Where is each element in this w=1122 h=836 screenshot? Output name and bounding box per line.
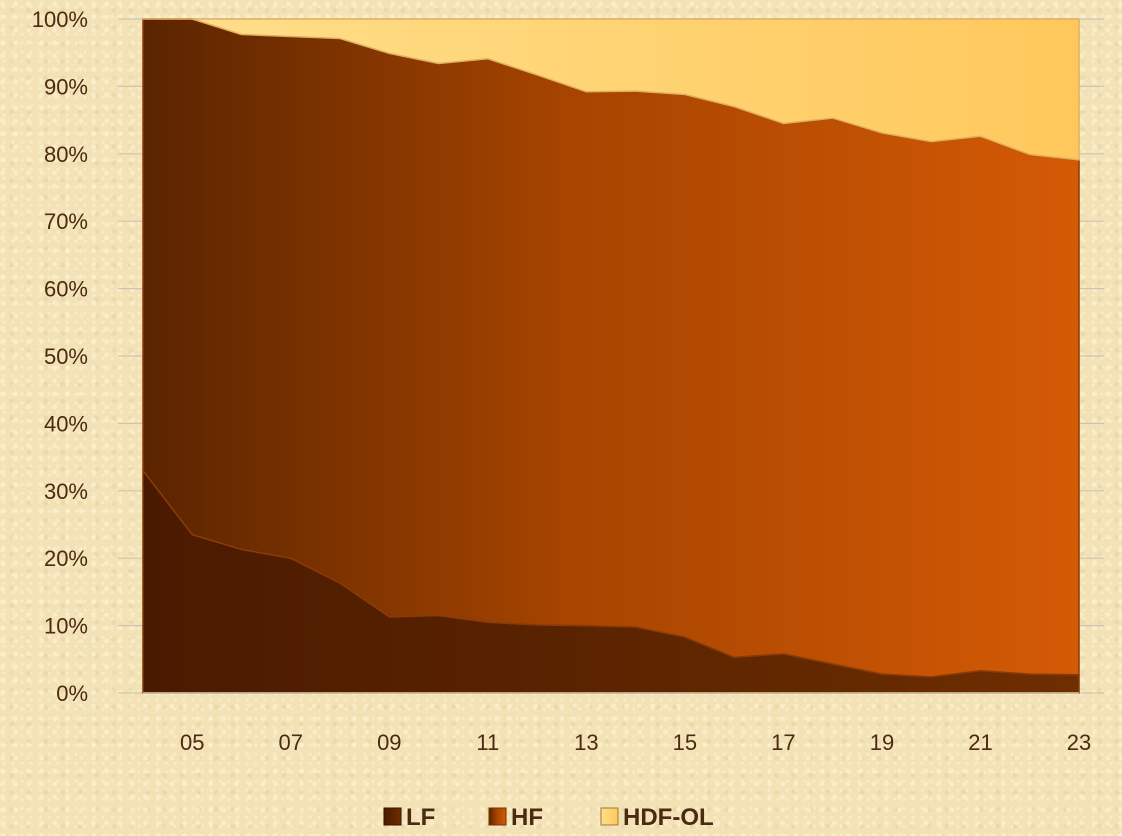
legend-label-hdf-ol: HDF-OL <box>623 804 714 831</box>
x-tick-label-05: 05 <box>180 730 204 755</box>
legend: LF HF HDF-OL <box>383 804 714 831</box>
legend-swatch-hf <box>488 807 507 826</box>
y-tick-label-0%: 0% <box>56 681 88 706</box>
series-areas <box>142 18 1080 694</box>
y-tick-label-50%: 50% <box>44 344 88 369</box>
y-tick-label-20%: 20% <box>44 546 88 571</box>
legend-swatch-lf <box>383 807 402 826</box>
y-tick-label-30%: 30% <box>44 479 88 504</box>
y-tick-label-90%: 90% <box>44 74 88 99</box>
y-tick-label-70%: 70% <box>44 209 88 234</box>
x-axis-tick-labels: 05 07 09 11 13 15 17 19 21 23 <box>180 730 1091 755</box>
legend-label-hf: HF <box>511 804 543 831</box>
y-tick-label-40%: 40% <box>44 411 88 436</box>
x-tick-label-23: 23 <box>1067 730 1091 755</box>
y-tick-label-10%: 10% <box>44 614 88 639</box>
y-tick-label-80%: 80% <box>44 142 88 167</box>
legend-swatch-hdf-ol <box>600 807 619 826</box>
y-tick-label-100%: 100% <box>32 7 88 32</box>
x-tick-label-21: 21 <box>968 730 992 755</box>
y-tick-label-60%: 60% <box>44 277 88 302</box>
x-tick-label-15: 15 <box>673 730 697 755</box>
x-tick-label-11: 11 <box>476 730 499 755</box>
x-tick-label-17: 17 <box>771 730 795 755</box>
x-tick-label-09: 09 <box>377 730 401 755</box>
x-tick-label-07: 07 <box>279 730 303 755</box>
area-hdf-ol <box>142 18 1080 161</box>
y-axis-tick-labels: 0% 10% 20% 30% 40% 50% 60% 70% 80% 90% 100% <box>32 7 88 706</box>
legend-label-lf: LF <box>406 804 435 831</box>
x-tick-label-13: 13 <box>574 730 598 755</box>
x-tick-label-19: 19 <box>870 730 894 755</box>
